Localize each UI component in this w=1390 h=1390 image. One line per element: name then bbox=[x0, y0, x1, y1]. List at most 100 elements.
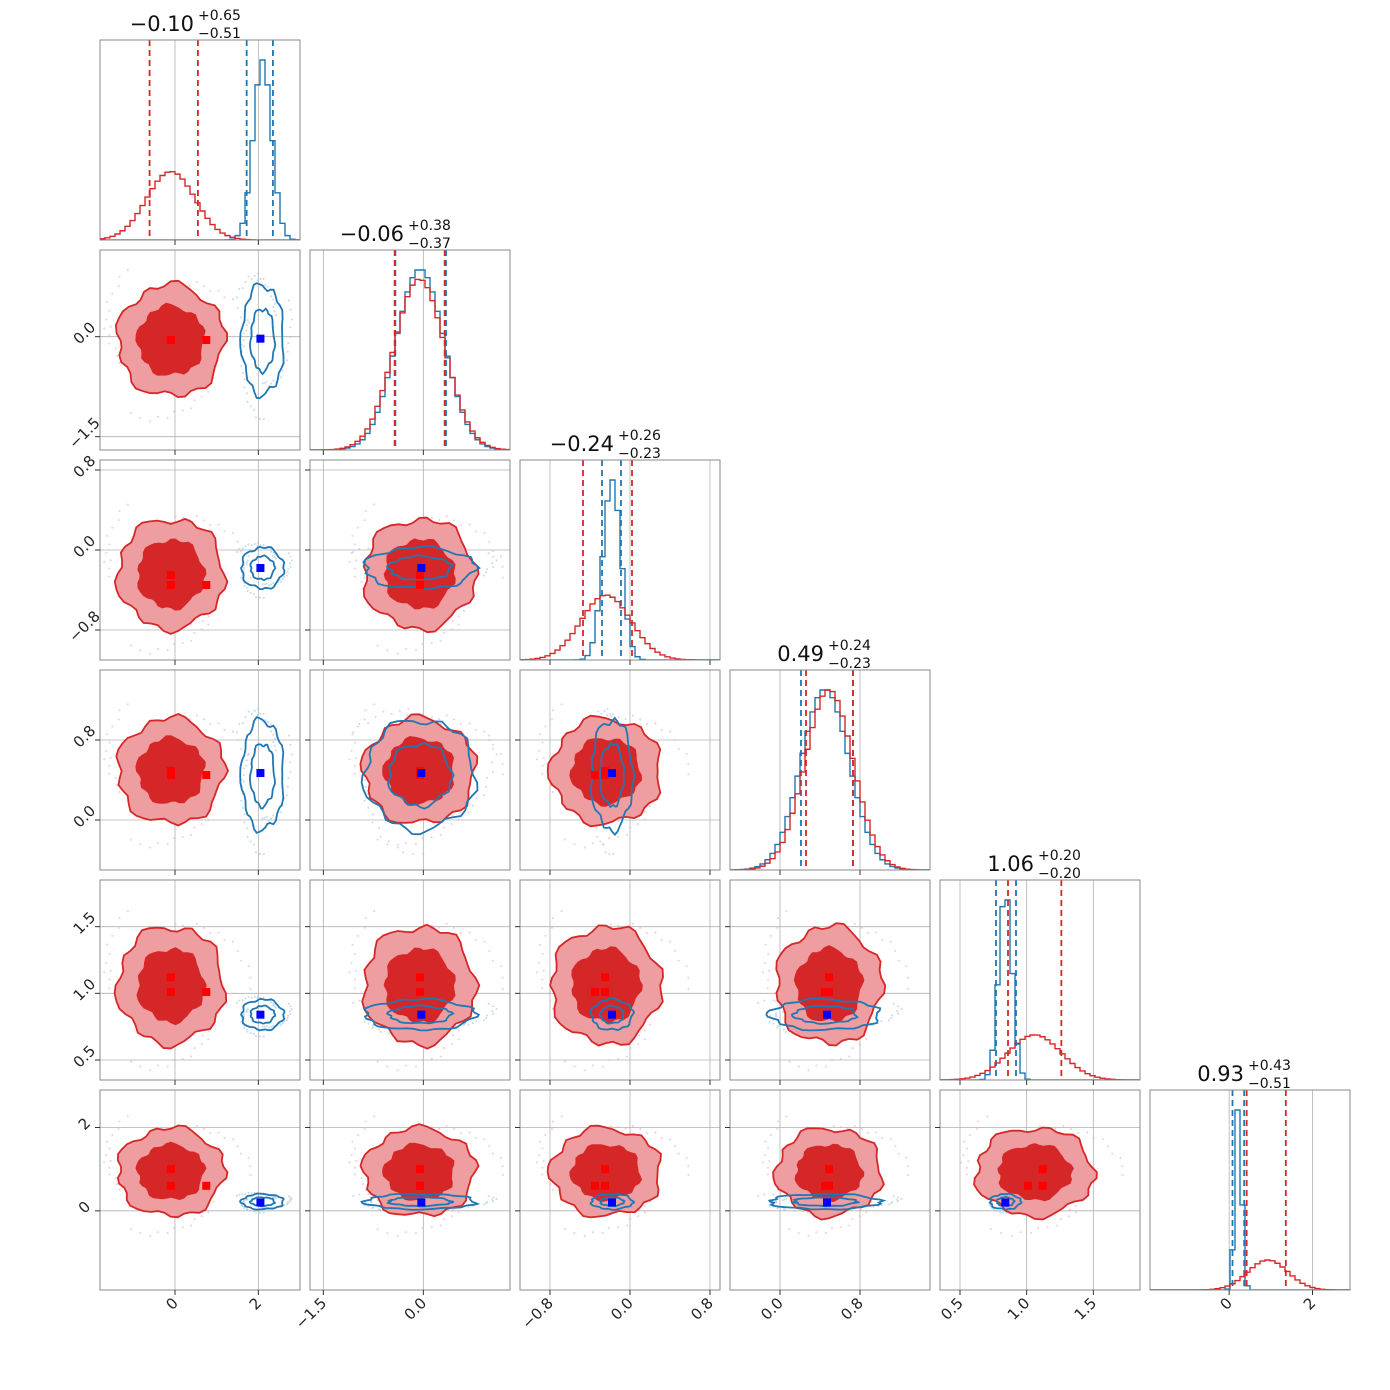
sample-point-blue bbox=[262, 418, 265, 421]
sample-point-blue bbox=[888, 1019, 891, 1022]
contour-red-inner bbox=[997, 1143, 1074, 1202]
sample-point-red bbox=[687, 1165, 690, 1168]
sample-point-red bbox=[853, 922, 856, 925]
sample-point-red bbox=[1030, 1232, 1033, 1235]
truth-marker-red bbox=[825, 988, 833, 996]
sample-point-blue bbox=[475, 1020, 478, 1023]
sample-point-blue bbox=[241, 547, 244, 550]
truth-marker-red bbox=[825, 973, 833, 982]
truth-marker-red bbox=[416, 988, 424, 996]
sample-point-blue bbox=[379, 835, 382, 838]
sample-point-red bbox=[1062, 1124, 1065, 1127]
sample-point-blue bbox=[289, 326, 292, 329]
sample-point-red bbox=[501, 763, 504, 766]
sample-point-red bbox=[488, 949, 491, 952]
sample-point-blue bbox=[289, 770, 292, 773]
sample-point-blue bbox=[358, 723, 361, 726]
sample-point-blue bbox=[249, 1209, 252, 1212]
sample-point-red bbox=[499, 555, 502, 558]
sample-point-blue bbox=[275, 749, 278, 752]
sample-point-red bbox=[905, 965, 908, 968]
sample-point-blue bbox=[263, 583, 266, 586]
sample-point-red bbox=[777, 916, 780, 919]
sample-point-red bbox=[139, 416, 142, 419]
sample-point-red bbox=[193, 826, 196, 829]
contour-blue-outer bbox=[360, 1193, 481, 1211]
sample-point-red bbox=[631, 714, 634, 717]
contour-blue-outer bbox=[239, 716, 285, 834]
sample-point-blue bbox=[264, 284, 267, 287]
sample-point-blue bbox=[259, 278, 262, 281]
truth-marker-red bbox=[1024, 1181, 1032, 1190]
sample-point-red bbox=[355, 756, 358, 759]
sample-point-blue bbox=[998, 1210, 1001, 1213]
sample-point-red bbox=[601, 1232, 604, 1235]
sample-point-red bbox=[645, 723, 648, 726]
sample-point-red bbox=[610, 715, 613, 718]
sample-point-red bbox=[181, 1057, 184, 1060]
truth-marker-red bbox=[601, 1181, 609, 1190]
sample-point-blue bbox=[487, 1002, 490, 1005]
panel-1-1: −0.06 +0.38 −0.37 bbox=[309, 218, 511, 455]
sample-point-blue bbox=[358, 1193, 361, 1196]
sample-point-blue bbox=[401, 851, 404, 854]
sample-point-blue bbox=[772, 999, 775, 1002]
truth-marker-blue bbox=[417, 769, 426, 777]
sample-point-red bbox=[881, 938, 884, 941]
sample-point-red bbox=[824, 1065, 827, 1068]
sample-point-red bbox=[839, 1126, 842, 1129]
panel-frame bbox=[519, 459, 721, 661]
sample-point-blue bbox=[272, 298, 275, 301]
sample-point-red bbox=[439, 1055, 442, 1058]
y-tick-label: 1.0 bbox=[70, 975, 100, 1005]
sample-point-red bbox=[376, 1060, 379, 1063]
sample-point-blue bbox=[897, 1012, 900, 1015]
contour-blue-outer bbox=[765, 997, 882, 1032]
truth-marker-red bbox=[601, 1165, 609, 1174]
y-tick-label: −1.5 bbox=[65, 414, 103, 452]
sample-point-red bbox=[376, 838, 379, 841]
sample-point-blue bbox=[768, 1020, 771, 1023]
sample-point-blue bbox=[290, 1007, 293, 1010]
sample-point-red bbox=[130, 412, 133, 415]
sample-point-blue bbox=[287, 1014, 290, 1017]
sample-point-red bbox=[108, 309, 111, 312]
panel-frame bbox=[309, 1089, 511, 1291]
sample-point-blue bbox=[247, 275, 250, 278]
sample-point-red bbox=[202, 926, 205, 929]
sample-point-red bbox=[212, 1200, 215, 1203]
sample-point-red bbox=[897, 959, 900, 962]
sample-point-red bbox=[501, 576, 504, 579]
sample-point-red bbox=[190, 639, 193, 642]
sample-point-blue bbox=[241, 1205, 244, 1208]
sample-point-red bbox=[875, 1131, 878, 1134]
sample-point-blue bbox=[253, 274, 256, 277]
sample-point-red bbox=[108, 987, 111, 990]
sample-point-red bbox=[108, 772, 111, 775]
sample-point-red bbox=[231, 298, 234, 301]
sample-point-red bbox=[108, 952, 111, 955]
sample-point-red bbox=[643, 1038, 646, 1041]
sample-point-blue bbox=[290, 1197, 293, 1200]
sample-point-red bbox=[769, 934, 772, 937]
sample-point-blue bbox=[495, 753, 498, 756]
panel-4-0: 0.5 1.0 1.5 bbox=[70, 879, 301, 1085]
contour-red-inner bbox=[136, 947, 207, 1026]
contour-blue-inner bbox=[249, 554, 277, 582]
sample-point-red bbox=[624, 1127, 627, 1130]
sample-point-red bbox=[457, 1211, 460, 1214]
sample-point-red bbox=[247, 1156, 250, 1159]
sample-point-red bbox=[766, 987, 769, 990]
sample-point-red bbox=[583, 1069, 586, 1072]
sample-point-blue bbox=[272, 1004, 275, 1007]
sample-point-red bbox=[687, 988, 690, 991]
panel-frame bbox=[729, 879, 931, 1081]
sample-point-red bbox=[396, 1069, 399, 1072]
sample-point-blue bbox=[892, 1002, 895, 1005]
truth-marker-blue bbox=[1001, 1198, 1010, 1207]
sample-point-red bbox=[654, 1131, 657, 1134]
sample-point-red bbox=[457, 818, 460, 821]
sample-point-red bbox=[483, 1138, 486, 1141]
sample-point-red bbox=[541, 764, 544, 767]
panel-frame bbox=[99, 249, 301, 451]
